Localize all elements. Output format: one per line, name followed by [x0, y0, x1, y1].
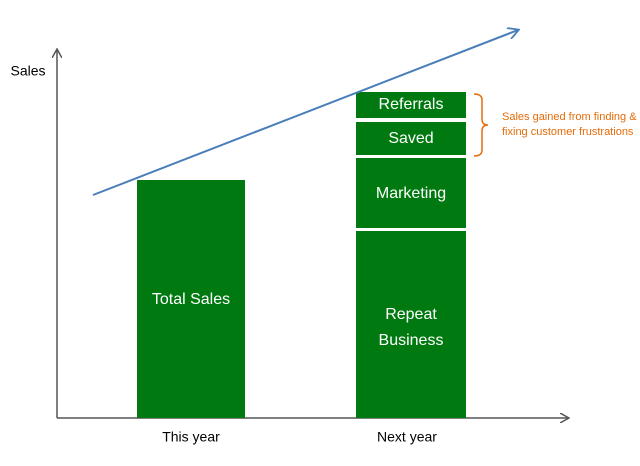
segment-label: Referrals	[379, 96, 444, 113]
category-label: Next year	[377, 429, 437, 445]
segment-label: Total Sales	[152, 291, 230, 308]
category-label: This year	[162, 429, 220, 445]
bar-segment	[137, 180, 245, 418]
axis-label: Sales	[10, 63, 45, 79]
bracket	[473, 93, 489, 157]
segment-label: Saved	[388, 130, 433, 147]
bar-segment	[356, 231, 466, 418]
segment-label: Repeat	[385, 306, 437, 323]
segment-label: Business	[379, 332, 444, 349]
segment-label: Marketing	[376, 185, 446, 202]
trend-arrow	[92, 30, 518, 196]
bar-segment	[356, 92, 466, 118]
annotation: fixing customer frustrations	[502, 126, 634, 138]
annotation: Sales gained from finding &	[502, 111, 637, 123]
bar-segment	[356, 158, 466, 228]
bar-segment	[356, 122, 466, 155]
